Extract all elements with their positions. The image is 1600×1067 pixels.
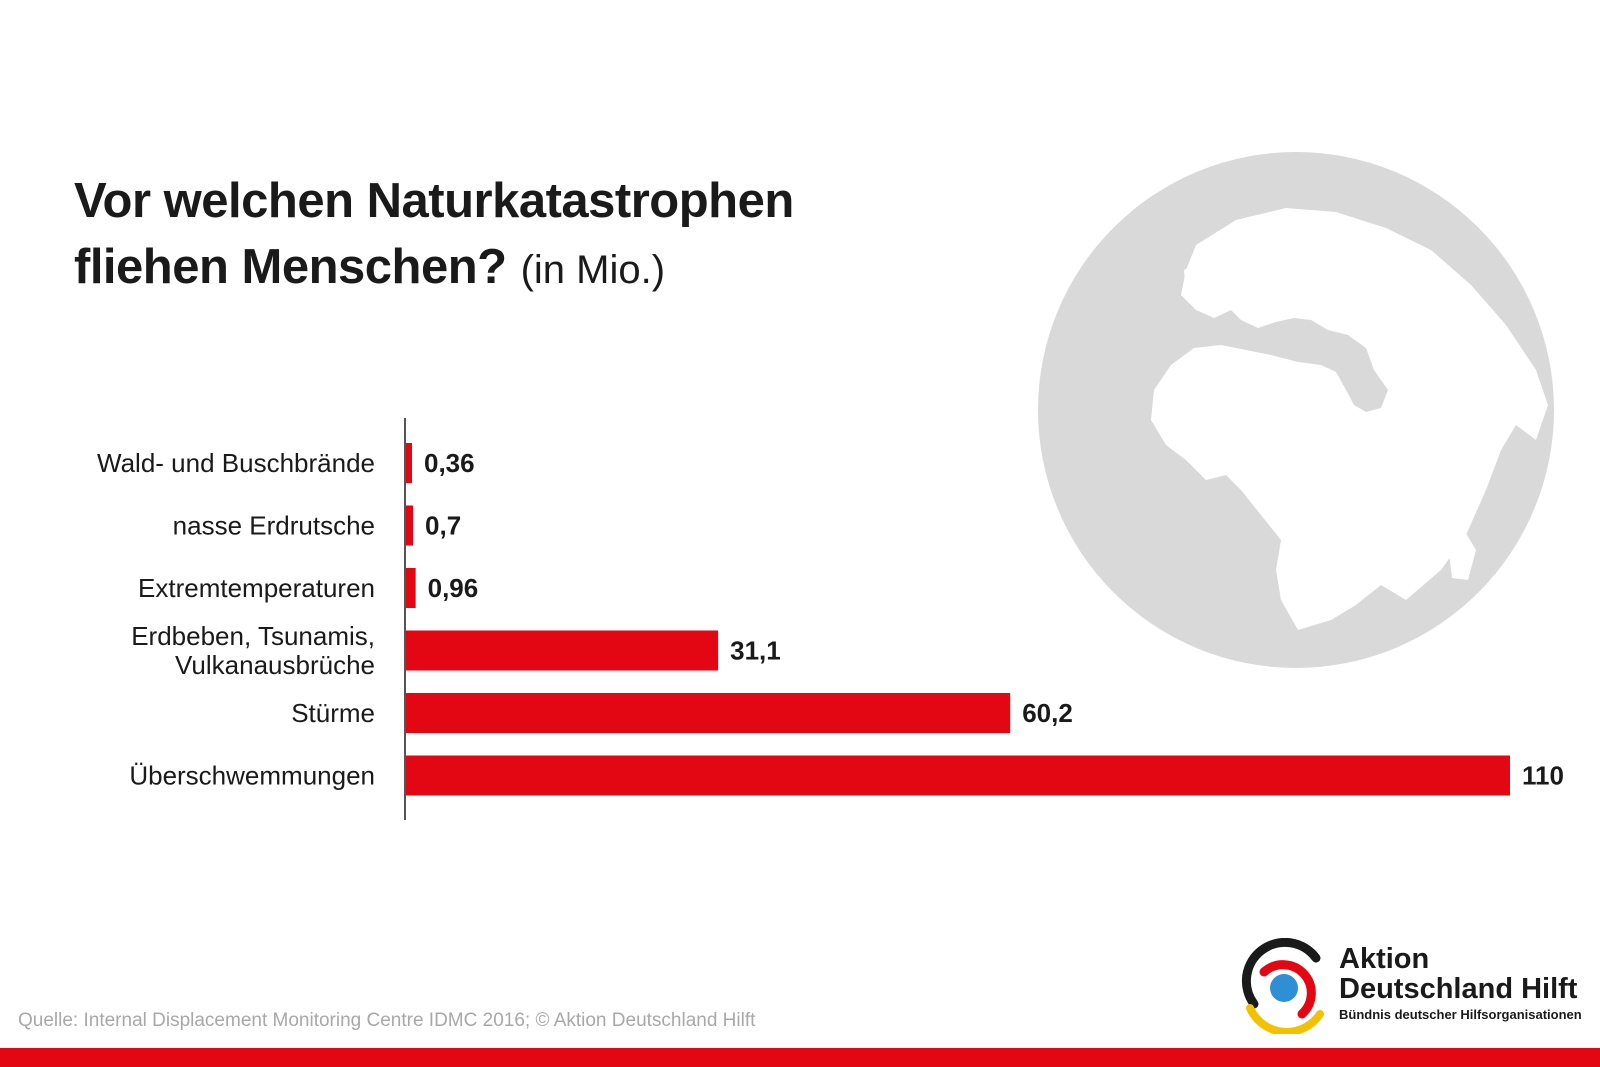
logo-black-arc <box>1241 938 1321 1009</box>
bar <box>406 755 1510 796</box>
value-label: 31,1 <box>730 636 781 666</box>
aktion-logo-mark <box>1241 938 1324 1034</box>
bar <box>406 505 414 546</box>
category-label: Erdbeben, Tsunamis, <box>131 621 375 651</box>
value-label: 0,36 <box>424 448 475 478</box>
bar <box>406 630 719 671</box>
logo-line-1: Aktion <box>1339 943 1430 975</box>
title-line-1: Vor welchen Naturkatastrophen <box>74 174 794 228</box>
logo-tagline: Bündnis deutscher Hilfsorganisationen <box>1339 1007 1582 1022</box>
bar <box>406 443 412 483</box>
continents-shape <box>1151 208 1548 630</box>
category-label: Überschwemmungen <box>129 761 375 791</box>
category-label: Wald- und Buschbrände <box>97 448 375 478</box>
chart-title: Vor welchen Naturkatastrophen fliehen Me… <box>74 168 794 303</box>
logo-blue-dot <box>1270 974 1298 1002</box>
logo-yellow-arc <box>1246 1004 1324 1034</box>
logo-text: Aktion Deutschland Hilft Bündnis deutsch… <box>1339 944 1582 1023</box>
bar <box>406 693 1011 733</box>
title-unit: (in Mio.) <box>520 248 666 292</box>
footer-bar <box>0 1048 1600 1067</box>
logo-line-2: Deutschland Hilft <box>1339 973 1578 1005</box>
bar <box>406 568 416 608</box>
source-note: Quelle: Internal Displacement Monitoring… <box>18 1010 756 1031</box>
globe-illustration <box>1038 152 1554 668</box>
logo-red-arc <box>1259 960 1316 1019</box>
title-question: fliehen Menschen? <box>74 240 507 294</box>
value-label: 0,7 <box>425 511 461 541</box>
category-label: Extremtemperaturen <box>138 573 375 603</box>
title-line-2: fliehen Menschen? (in Mio.) <box>74 234 794 303</box>
value-label: 0,96 <box>428 573 479 603</box>
value-label: 60,2 <box>1022 698 1073 728</box>
value-label: 110 <box>1522 761 1564 791</box>
category-label: Stürme <box>291 698 375 728</box>
category-label: Vulkanausbrüche <box>175 650 375 680</box>
category-label: nasse Erdrutsche <box>173 511 375 541</box>
